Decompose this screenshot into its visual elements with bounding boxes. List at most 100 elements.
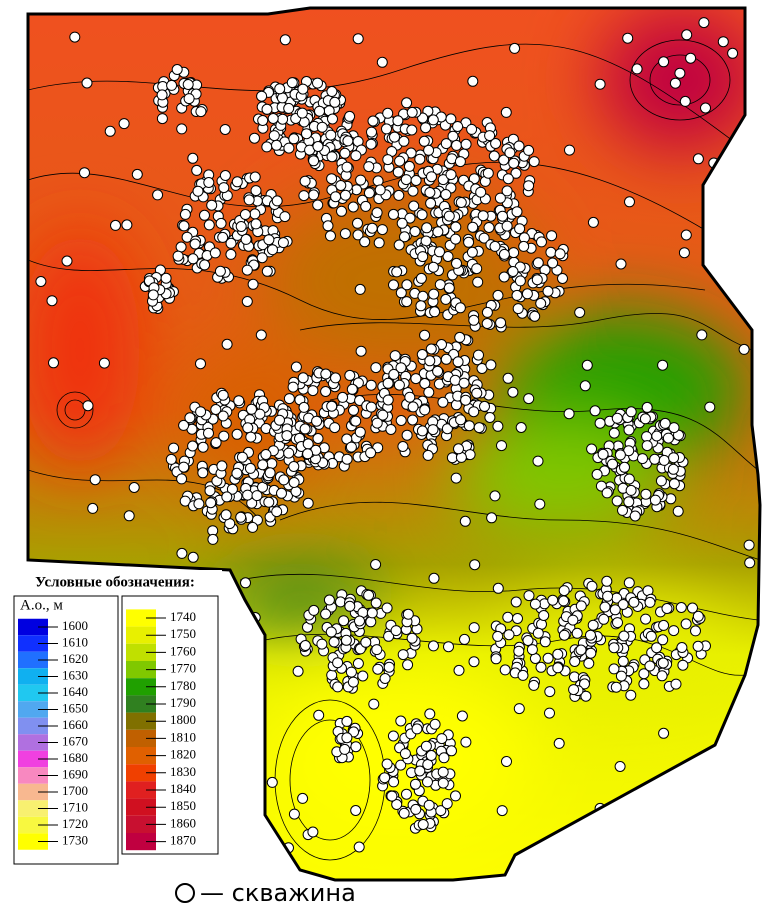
well	[389, 777, 399, 787]
well	[361, 637, 371, 647]
legend-value: 1780	[170, 678, 196, 693]
well	[461, 395, 471, 405]
well	[490, 491, 500, 501]
well	[377, 225, 387, 235]
well	[220, 125, 230, 135]
well	[210, 248, 220, 258]
well	[626, 407, 636, 417]
well	[394, 240, 404, 250]
legend-value: 1640	[62, 684, 88, 699]
well	[373, 664, 383, 674]
well	[645, 597, 655, 607]
well	[237, 452, 247, 462]
well	[602, 488, 612, 498]
well	[389, 369, 399, 379]
well	[328, 114, 338, 124]
well	[615, 450, 625, 460]
well	[196, 359, 206, 369]
well	[419, 136, 429, 146]
well	[514, 141, 524, 151]
well	[439, 753, 449, 763]
well	[346, 442, 356, 452]
well	[262, 104, 272, 114]
well	[284, 143, 294, 153]
well	[268, 114, 278, 124]
well	[111, 220, 121, 230]
well	[167, 80, 177, 90]
well	[241, 234, 251, 244]
well	[407, 633, 417, 643]
well	[242, 297, 252, 307]
well	[327, 670, 337, 680]
well	[272, 140, 282, 150]
well	[341, 190, 351, 200]
well	[453, 122, 463, 132]
well	[198, 442, 208, 452]
well	[523, 636, 533, 646]
well	[262, 266, 272, 276]
page: Условные обозначения: А.о., м 1600161016…	[0, 0, 764, 910]
well	[342, 162, 352, 172]
well	[216, 218, 226, 228]
well	[735, 273, 745, 283]
well	[503, 612, 513, 622]
well	[299, 191, 309, 201]
well	[576, 601, 586, 611]
well	[412, 724, 422, 734]
well	[428, 425, 438, 435]
well	[425, 188, 435, 198]
well	[327, 401, 337, 411]
well	[535, 499, 545, 509]
well	[399, 136, 409, 146]
well	[408, 415, 418, 425]
well	[372, 645, 382, 655]
well	[630, 511, 640, 521]
well	[219, 183, 229, 193]
well	[193, 186, 203, 196]
well	[194, 499, 204, 509]
well	[433, 227, 443, 237]
well	[559, 586, 569, 596]
well	[287, 78, 297, 88]
well	[251, 219, 261, 229]
well	[426, 198, 436, 208]
well	[345, 111, 355, 121]
well	[559, 596, 569, 606]
well	[289, 809, 299, 819]
well	[642, 441, 652, 451]
well	[673, 506, 683, 516]
well	[587, 444, 597, 454]
well	[411, 779, 421, 789]
well	[196, 407, 206, 417]
well	[200, 210, 210, 220]
well	[309, 156, 319, 166]
well	[624, 578, 634, 588]
well	[699, 18, 709, 28]
well	[326, 627, 336, 637]
well	[312, 416, 322, 426]
well	[657, 671, 667, 681]
well	[333, 682, 343, 692]
well	[546, 247, 556, 257]
well	[399, 808, 409, 818]
well	[659, 728, 669, 738]
well	[586, 648, 596, 658]
well	[267, 459, 277, 469]
well	[180, 209, 190, 219]
well	[457, 711, 467, 721]
well	[497, 806, 507, 816]
map: Условные обозначения: А.о., м 1600161016…	[0, 0, 764, 910]
well	[426, 344, 436, 354]
well	[511, 597, 521, 607]
legend-title: Условные обозначения:	[35, 574, 195, 590]
well	[508, 267, 518, 277]
well	[218, 411, 228, 421]
well	[252, 491, 262, 501]
well	[455, 332, 465, 342]
well	[423, 450, 433, 460]
well	[367, 223, 377, 233]
well	[215, 266, 225, 276]
well	[620, 462, 630, 472]
well	[343, 136, 353, 146]
well	[438, 397, 448, 407]
